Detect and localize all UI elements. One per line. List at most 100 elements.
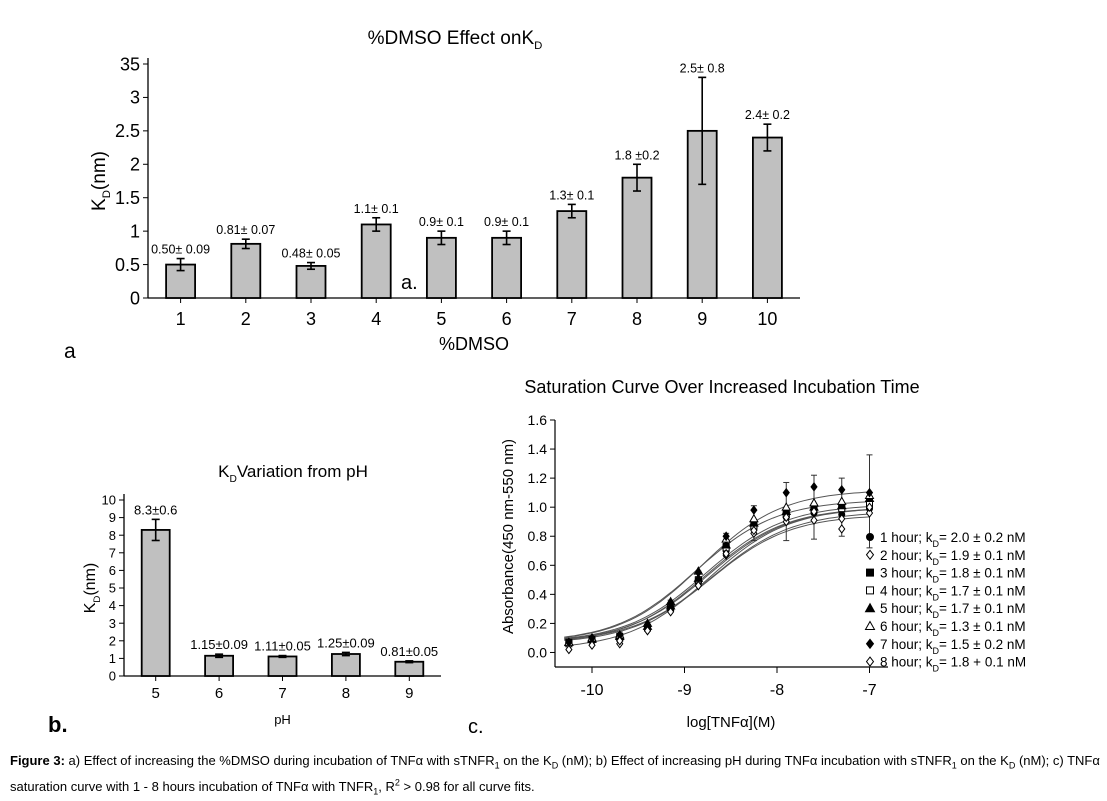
legend-fit: = 1.8 ± 0.1 nM bbox=[939, 566, 1026, 581]
y-tick-label: 0.4 bbox=[528, 586, 548, 602]
figure-caption: Figure 3: a) Effect of increasing the %D… bbox=[10, 752, 1102, 801]
legend-label: 4 hour; k bbox=[880, 583, 933, 598]
data-point bbox=[838, 513, 846, 524]
chart-title-text: K bbox=[218, 462, 230, 481]
x-tick-label: 8 bbox=[342, 685, 350, 702]
chart-title-text: %DMSO Effect onK bbox=[368, 28, 535, 49]
data-label: 1.3± 0.1 bbox=[549, 188, 594, 202]
data-point bbox=[865, 487, 874, 498]
y-tick-label: 3 bbox=[109, 616, 116, 631]
data-point bbox=[694, 580, 702, 591]
y-axis-label-suffix: (nm) bbox=[82, 563, 99, 596]
legend-label: 7 hour; k bbox=[880, 637, 933, 652]
x-tick-label: 7 bbox=[278, 685, 286, 702]
x-tick-label: 8 bbox=[632, 309, 642, 329]
data-point bbox=[782, 487, 790, 498]
data-point bbox=[667, 606, 675, 617]
bar bbox=[394, 660, 425, 677]
x-axis-label: pH bbox=[274, 712, 291, 727]
legend-subscript: D bbox=[933, 610, 940, 620]
legend-marker bbox=[866, 586, 874, 595]
y-tick-label: 9 bbox=[109, 510, 116, 525]
data-label: 1.25±0.09 bbox=[317, 635, 375, 650]
data-point bbox=[643, 625, 652, 636]
bar bbox=[230, 242, 262, 299]
legend-label: 3 hour; k bbox=[880, 566, 933, 581]
data-point bbox=[810, 482, 818, 492]
legend-subscript: D bbox=[933, 557, 940, 567]
data-label: 1.11±0.05 bbox=[254, 639, 311, 654]
x-tick-label: 4 bbox=[371, 309, 381, 329]
legend-fit: = 1.7 ± 0.1 nM bbox=[939, 583, 1026, 598]
legend-marker bbox=[864, 620, 876, 630]
data-point bbox=[836, 500, 847, 510]
x-tick-label: -7 bbox=[862, 682, 876, 699]
legend-entry: 3 hour; kD= 1.8 ± 0.1 nM bbox=[880, 566, 1026, 585]
y-axis-label: KD(nm) bbox=[89, 151, 113, 211]
legend-subscript: D bbox=[933, 628, 940, 638]
caption-part: a) Effect of increasing the %DMSO during… bbox=[64, 753, 495, 768]
data-label: 0.50± 0.09 bbox=[151, 243, 210, 257]
bar bbox=[491, 236, 523, 299]
x-tick-label: 5 bbox=[436, 309, 446, 329]
caption-part: on the K bbox=[956, 753, 1009, 768]
y-tick-label: 2 bbox=[109, 633, 116, 648]
y-tick-label: 1 bbox=[130, 221, 140, 241]
legend-entry: 4 hour; kD= 1.7 ± 0.1 nM bbox=[880, 583, 1026, 602]
y-axis-label-subscript: D bbox=[92, 596, 103, 603]
data-point bbox=[838, 484, 846, 495]
data-point bbox=[781, 502, 792, 511]
bar bbox=[295, 265, 327, 299]
data-label: 0.48± 0.05 bbox=[282, 247, 341, 261]
chart-title-suffix: Variation from pH bbox=[237, 462, 368, 481]
x-tick-label: 5 bbox=[152, 685, 160, 702]
y-tick-label: 10 bbox=[102, 493, 116, 508]
bar bbox=[556, 210, 588, 299]
fit-curve bbox=[564, 509, 870, 641]
legend-fit: = 1.7 ± 0.1 nM bbox=[939, 601, 1026, 616]
data-point bbox=[750, 525, 758, 536]
y-tick-label: 8 bbox=[109, 528, 116, 543]
legend-label: 8 hour; k bbox=[880, 655, 933, 670]
bar bbox=[360, 223, 392, 299]
x-tick-label: -10 bbox=[580, 682, 603, 699]
legend-entry: 5 hour; kD= 1.7 ± 0.1 nM bbox=[880, 601, 1026, 620]
caption-part: 1 bbox=[373, 786, 379, 797]
bar bbox=[140, 529, 171, 677]
y-axis-label: KD(nm) bbox=[82, 563, 103, 614]
legend-marker bbox=[865, 638, 875, 650]
data-point bbox=[694, 567, 702, 578]
y-tick-label: 1.2 bbox=[528, 470, 548, 486]
legend-fit: = 2.0 ± 0.2 nM bbox=[939, 530, 1026, 545]
data-point bbox=[836, 496, 847, 505]
x-tick-label: -8 bbox=[770, 682, 784, 699]
caption-part: > 0.98 for all curve fits. bbox=[399, 778, 535, 794]
legend-fit: = 1.3 ± 0.1 nM bbox=[939, 619, 1026, 634]
bar bbox=[267, 655, 298, 677]
legend-subscript: D bbox=[933, 664, 940, 674]
legend-fit: = 1.9 ± 0.1 nM bbox=[939, 548, 1026, 563]
data-label: 2.4± 0.2 bbox=[745, 108, 790, 122]
y-axis-label-text: K bbox=[89, 198, 110, 211]
fit-curve bbox=[564, 491, 870, 638]
fit-curve bbox=[564, 513, 870, 640]
x-tick-label: 9 bbox=[405, 685, 413, 702]
x-tick-label: 6 bbox=[215, 685, 223, 702]
y-axis-label-text: K bbox=[82, 602, 99, 613]
data-point bbox=[588, 640, 596, 651]
y-tick-label: 0.2 bbox=[528, 615, 548, 631]
data-point bbox=[838, 524, 846, 534]
panel-label: b. bbox=[48, 712, 68, 737]
data-point bbox=[749, 513, 759, 523]
legend-label: 2 hour; k bbox=[880, 548, 933, 563]
inner-panel-label: a. bbox=[401, 272, 418, 294]
y-tick-label: 1.0 bbox=[528, 499, 548, 515]
bar bbox=[330, 653, 361, 677]
data-label: 0.9± 0.1 bbox=[484, 215, 529, 229]
data-label: 0.81± 0.07 bbox=[216, 223, 275, 237]
legend-subscript: D bbox=[933, 646, 940, 656]
x-tick-label: 1 bbox=[176, 309, 186, 329]
fit-curve bbox=[564, 509, 870, 647]
legend-marker bbox=[866, 533, 874, 541]
